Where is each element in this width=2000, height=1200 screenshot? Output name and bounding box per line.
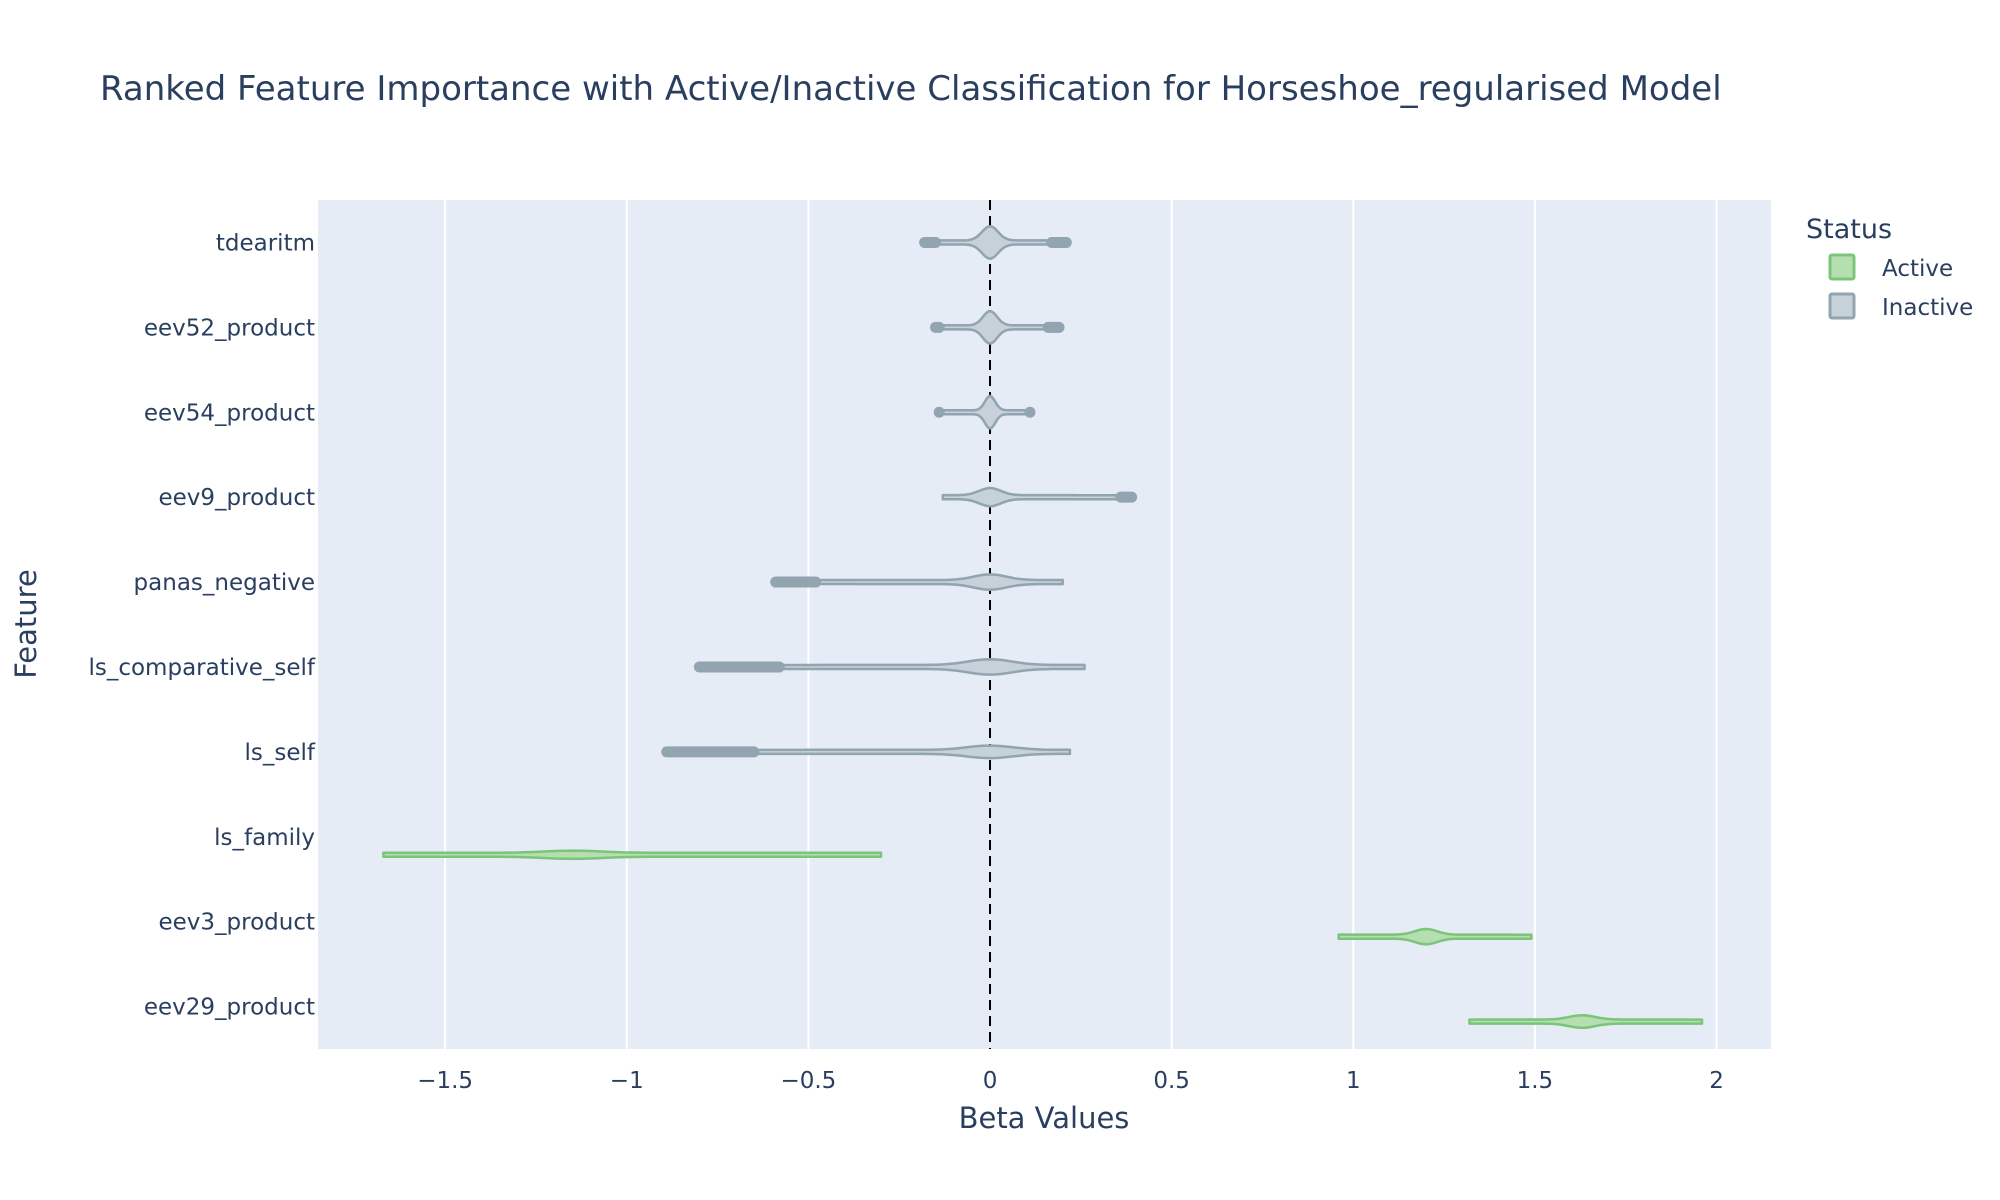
y-axis-ticks: tdearitm eev52_product eev54_product eev9_p… (88, 230, 315, 1020)
x-tick-label: 0.5 (1153, 1068, 1190, 1094)
plot-background (318, 200, 1771, 1049)
violin-eev52-product[interactable] (930, 309, 1065, 345)
violin-body (382, 849, 883, 861)
y-tick-label: panas_negative (134, 570, 315, 596)
violin-tdearitm[interactable] (919, 224, 1072, 260)
violin-eev9-product[interactable] (941, 486, 1138, 508)
y-tick-label: eev52_product (144, 315, 315, 341)
violin-body (698, 658, 1086, 676)
violins (382, 224, 1704, 1030)
violin-eev29-product[interactable] (1468, 1014, 1704, 1030)
legend-swatch-active (1828, 253, 1856, 281)
violin-body (774, 573, 1064, 591)
y-tick-label: eev3_product (158, 910, 315, 936)
x-tick-label: 1.5 (1517, 1068, 1554, 1094)
y-tick-label: eev54_product (144, 400, 315, 426)
legend-item-active[interactable]: Active (1828, 253, 1953, 282)
x-tick-label: −1 (610, 1068, 644, 1094)
violin-ls-family[interactable] (382, 849, 883, 861)
y-tick-label: eev9_product (158, 485, 315, 511)
y-tick-label: eev29_product (144, 995, 315, 1021)
chart-title: Ranked Feature Importance with Active/In… (100, 69, 1722, 109)
x-axis-ticks: −1.5 −1 −0.5 0 0.5 1 1.5 2 (417, 1068, 1724, 1094)
y-tick-label: ls_comparative_self (88, 655, 315, 681)
legend: Status Active Inactive (1806, 214, 1973, 321)
y-tick-label: tdearitm (216, 230, 315, 256)
legend-title: Status (1806, 214, 1892, 245)
legend-item-inactive[interactable]: Inactive (1828, 292, 1973, 321)
violin-eev3-product[interactable] (1337, 927, 1533, 946)
legend-label-inactive: Inactive (1882, 295, 1973, 321)
y-axis-title: Feature (9, 569, 43, 679)
y-tick-label: ls_family (214, 825, 315, 851)
y-tick-label: ls_self (245, 740, 316, 766)
x-tick-label: 0 (983, 1068, 998, 1094)
legend-swatch-inactive (1828, 292, 1856, 320)
violin-body (1337, 927, 1533, 946)
x-tick-label: 2 (1709, 1068, 1724, 1094)
violin-eev54-product[interactable] (933, 394, 1036, 430)
x-tick-label: −1.5 (417, 1068, 473, 1094)
legend-label-active: Active (1882, 256, 1953, 282)
violin-ls-comparative-self[interactable] (693, 658, 1086, 676)
violin-body (665, 744, 1072, 760)
x-tick-label: −0.5 (780, 1068, 836, 1094)
x-axis-title: Beta Values (959, 1101, 1130, 1135)
gridlines (444, 200, 1718, 1049)
violin-body (1468, 1014, 1704, 1030)
violin-ls-self[interactable] (661, 744, 1072, 760)
x-tick-label: 1 (1346, 1068, 1361, 1094)
violin-panas-negative[interactable] (770, 573, 1064, 591)
